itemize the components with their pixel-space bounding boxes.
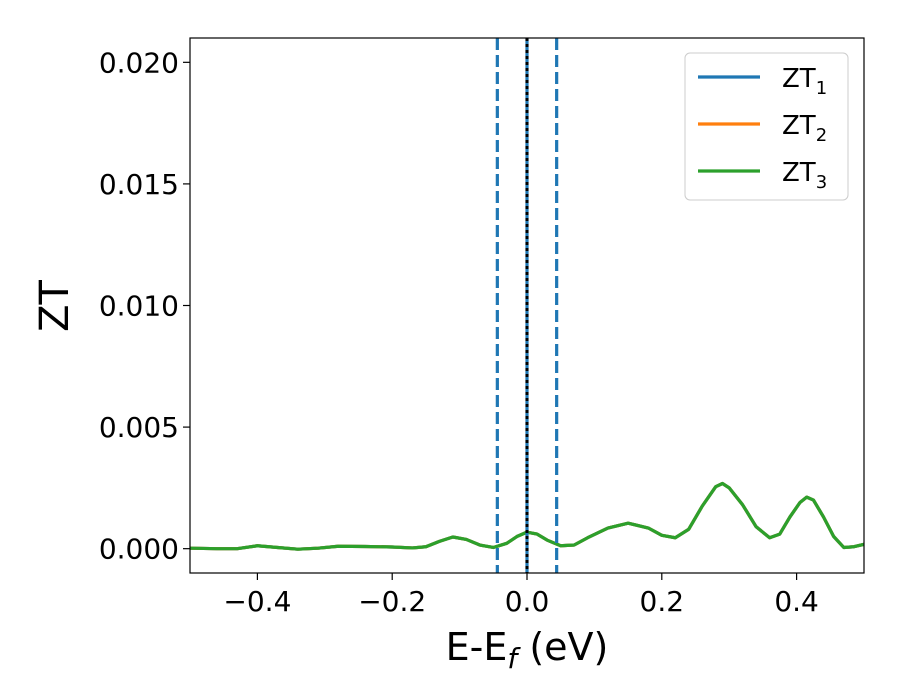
x-tick-label: 0.0 <box>505 585 550 618</box>
legend-label-zt3: ZT3 <box>782 158 827 193</box>
y-axis-label: ZT <box>32 280 78 332</box>
y-tick-label: 0.005 <box>99 411 179 444</box>
series-line-zt3 <box>190 481 864 551</box>
legend: ZT1 ZT2 ZT3 <box>684 52 849 201</box>
series-group <box>190 481 864 551</box>
x-tick-label: −0.4 <box>223 585 291 618</box>
y-tick-label: 0.015 <box>99 168 179 201</box>
x-tick-label: 0.2 <box>640 585 685 618</box>
legend-label-zt2: ZT2 <box>782 111 827 146</box>
y-tick-label: 0.020 <box>99 46 179 79</box>
legend-label-zt1: ZT1 <box>782 64 827 99</box>
x-tick-label: −0.2 <box>358 585 426 618</box>
plot-area <box>189 37 865 574</box>
x-axis-label: E-Ef (eV) <box>446 625 609 675</box>
x-axis-ticks: −0.4 −0.2 0.0 0.2 0.4 <box>223 573 819 618</box>
y-axis-ticks: 0.000 0.005 0.010 0.015 0.020 <box>99 46 190 566</box>
x-tick-label: 0.4 <box>774 585 819 618</box>
y-tick-label: 0.010 <box>99 290 179 323</box>
vertical-marker-lines <box>495 38 559 573</box>
y-tick-label: 0.000 <box>99 533 179 566</box>
legend-box <box>684 52 849 201</box>
